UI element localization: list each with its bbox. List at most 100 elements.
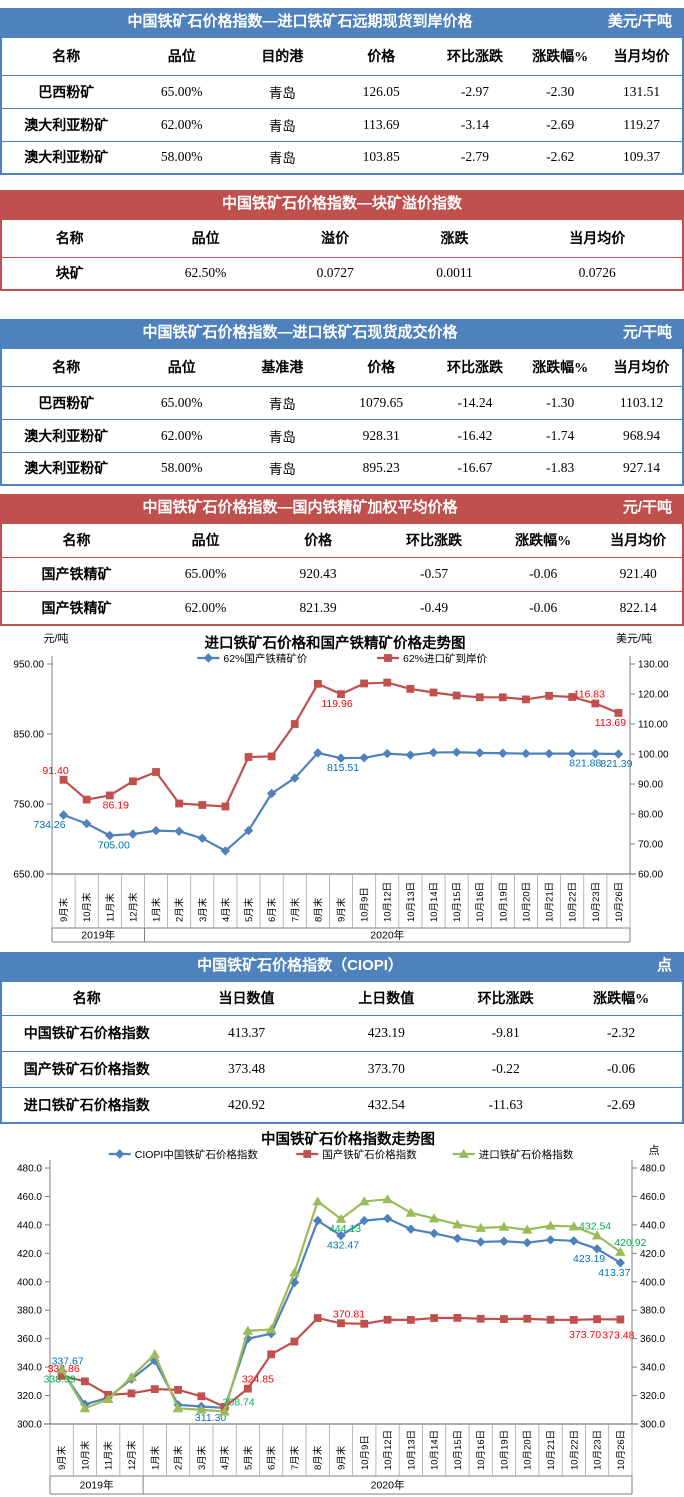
year-group-label: 2020年 (370, 929, 404, 942)
left-axis-tick-label: 650.00 (13, 870, 44, 881)
x-axis-category-label: 11月末 (103, 1441, 115, 1470)
value-cell: -2.62 (546, 149, 575, 165)
left-axis-tick-label: 950.00 (13, 660, 44, 671)
data-point-label: 432.54 (579, 1220, 611, 1232)
column-header: 名称 (72, 992, 101, 1008)
x-axis-category-label: 10月22日 (568, 882, 579, 922)
table-header-row: 名称 品位 溢价 涨跌 当月均价 (1, 219, 683, 257)
data-point-label: 337.67 (52, 1355, 84, 1367)
x-axis-category-label: 5月末 (243, 897, 255, 922)
table-row: 进口铁矿石价格指数 420.92 432.54 -11.63 -2.69 (1, 1087, 683, 1123)
x-axis-category-label: 10月26日 (616, 1430, 627, 1470)
x-axis-category-label: 9月末 (336, 1445, 348, 1470)
value-cell: 青岛 (268, 85, 296, 101)
legend-item: 62%国产铁精矿价 (197, 652, 308, 665)
value-cell: 821.39 (299, 599, 337, 615)
data-point-label: 432.47 (327, 1240, 359, 1252)
data-point-label: 821.88 (569, 758, 601, 770)
column-header: 涨跌 (440, 232, 469, 248)
legend-label: 62%国产铁精矿价 (223, 652, 308, 665)
column-header: 价格 (367, 50, 396, 66)
legend-label: 国产铁矿石价格指数 (322, 1148, 417, 1161)
column-header: 名称 (55, 232, 84, 248)
value-cell: 420.92 (227, 1096, 266, 1112)
data-point-label: 338.39 (44, 1373, 76, 1385)
x-axis-category-label: 10月22日 (569, 1430, 580, 1470)
left-axis-tick-label: 340.0 (17, 1363, 42, 1374)
data-point-label: 815.51 (327, 762, 359, 774)
x-axis-category-label: 10月20日 (523, 1430, 534, 1470)
value-cell: -9.81 (491, 1025, 520, 1040)
right-axis-tick-label: 300.0 (640, 1420, 665, 1431)
x-axis-category-label: 10月9日 (360, 887, 371, 922)
left-axis-tick-label: 480.0 (17, 1164, 42, 1175)
table-import-spot-deal-price: 中国铁矿石价格指数—进口铁矿石现货成交价格 元/干吨 名称 品位 基准港 价格 环比涨跌 涨跌… (0, 319, 684, 486)
x-axis-category-label: 10月20日 (521, 882, 532, 922)
column-header: 品位 (167, 50, 196, 66)
value-cell: 822.14 (619, 599, 657, 615)
value-cell: 0.0727 (316, 265, 354, 281)
data-point-label: 413.37 (598, 1267, 630, 1279)
right-axis-tick-label: 100.00 (638, 750, 669, 761)
right-axis-tick-label: 80.00 (638, 810, 663, 821)
column-header: 当日数值 (218, 992, 275, 1008)
value-cell: 62.50% (184, 265, 227, 281)
data-table: 名称 品位 价格 环比涨跌 涨跌幅% 当月均价 国产铁精矿 65.00% 920.43 -0.57… (0, 522, 684, 626)
data-point-label: 423.19 (573, 1253, 605, 1265)
row-name-cell: 巴西粉矿 (38, 85, 95, 101)
right-axis-tick-label: 440.0 (640, 1220, 665, 1231)
value-cell: 青岛 (268, 429, 296, 445)
data-point-label: 119.96 (321, 698, 352, 710)
x-axis-category-label: 10月19日 (498, 882, 509, 922)
table-header-row: 名称 品位 目的港 价格 环比涨跌 涨跌幅% 当月均价 (1, 37, 683, 75)
x-axis-category-label: 10月21日 (546, 1430, 557, 1470)
chart-title: 进口铁矿石价格和国产铁精矿价格走势图 (205, 634, 466, 652)
column-header: 品位 (191, 232, 220, 248)
table-unit: 美元/干吨 (607, 13, 672, 30)
table-row: 澳大利亚粉矿 62.00% 青岛 928.31 -16.42 -1.74 968.94 (1, 419, 683, 452)
table-row: 块矿 62.50% 0.0727 0.0011 0.0726 (1, 257, 683, 290)
column-header: 涨跌幅% (532, 50, 589, 66)
value-cell: -0.06 (607, 1061, 636, 1076)
left-axis-tick-label: 460.0 (17, 1192, 42, 1203)
value-cell: 928.31 (362, 427, 400, 443)
table-domestic-concentrate-price: 中国铁矿石价格指数—国内铁精矿加权平均价格 元/干吨 名称 品位 价格 环比涨跌 涨跌幅% 当… (0, 494, 684, 626)
right-axis-tick-label: 400.0 (640, 1277, 665, 1288)
x-axis-category-label: 5月末 (242, 1445, 254, 1470)
table-title-bar: 中国铁矿石价格指数—块矿溢价指数 (0, 190, 684, 218)
table-title-bar: 中国铁矿石价格指数—国内铁精矿加权平均价格 元/干吨 (0, 494, 684, 522)
table-title-bar: 中国铁矿石价格指数—进口铁矿石远期现货到岸价格 美元/干吨 (0, 8, 684, 36)
column-header: 涨跌幅% (515, 534, 572, 550)
x-axis-category-label: 10月12日 (383, 882, 394, 922)
x-axis-category-label: 6月末 (266, 897, 278, 922)
legend-item: CIOPI中国铁矿石价格指数 (108, 1148, 258, 1161)
legend-item: 国产铁矿石价格指数 (296, 1148, 417, 1161)
legend-item: 62%进口矿到岸价 (377, 652, 488, 665)
value-cell: 413.37 (227, 1025, 266, 1040)
value-cell: 109.37 (622, 149, 661, 165)
column-header: 价格 (304, 534, 333, 550)
value-cell: 423.19 (367, 1025, 405, 1040)
value-cell: 青岛 (268, 396, 296, 412)
data-point-label: 370.81 (333, 1308, 365, 1320)
x-axis-category-label: 10月15日 (452, 882, 463, 922)
x-axis-category-label: 10月19日 (499, 1430, 510, 1470)
left-axis-tick-label: 420.0 (17, 1249, 42, 1260)
year-group-label: 2019年 (81, 929, 115, 942)
data-point-label: 308.74 (223, 1397, 255, 1409)
table-title: 中国铁矿石价格指数—国内铁精矿加权平均价格 (142, 499, 458, 516)
left-axis-unit: 元/吨 (43, 632, 68, 645)
table-unit: 元/干吨 (622, 324, 672, 341)
value-cell: -16.42 (457, 427, 493, 443)
x-axis-category-label: 4月末 (220, 897, 232, 922)
x-axis-category-label: 8月末 (312, 897, 324, 922)
x-axis-category-label: 10月9日 (360, 1435, 371, 1470)
x-axis-category-label: 3月末 (196, 1445, 208, 1470)
value-cell: 126.05 (362, 83, 400, 99)
x-axis-category-label: 10月13日 (406, 1430, 417, 1470)
value-cell: -3.14 (460, 116, 490, 132)
data-point-label: 373.48 (602, 1329, 634, 1341)
value-cell: 1103.12 (619, 394, 664, 410)
